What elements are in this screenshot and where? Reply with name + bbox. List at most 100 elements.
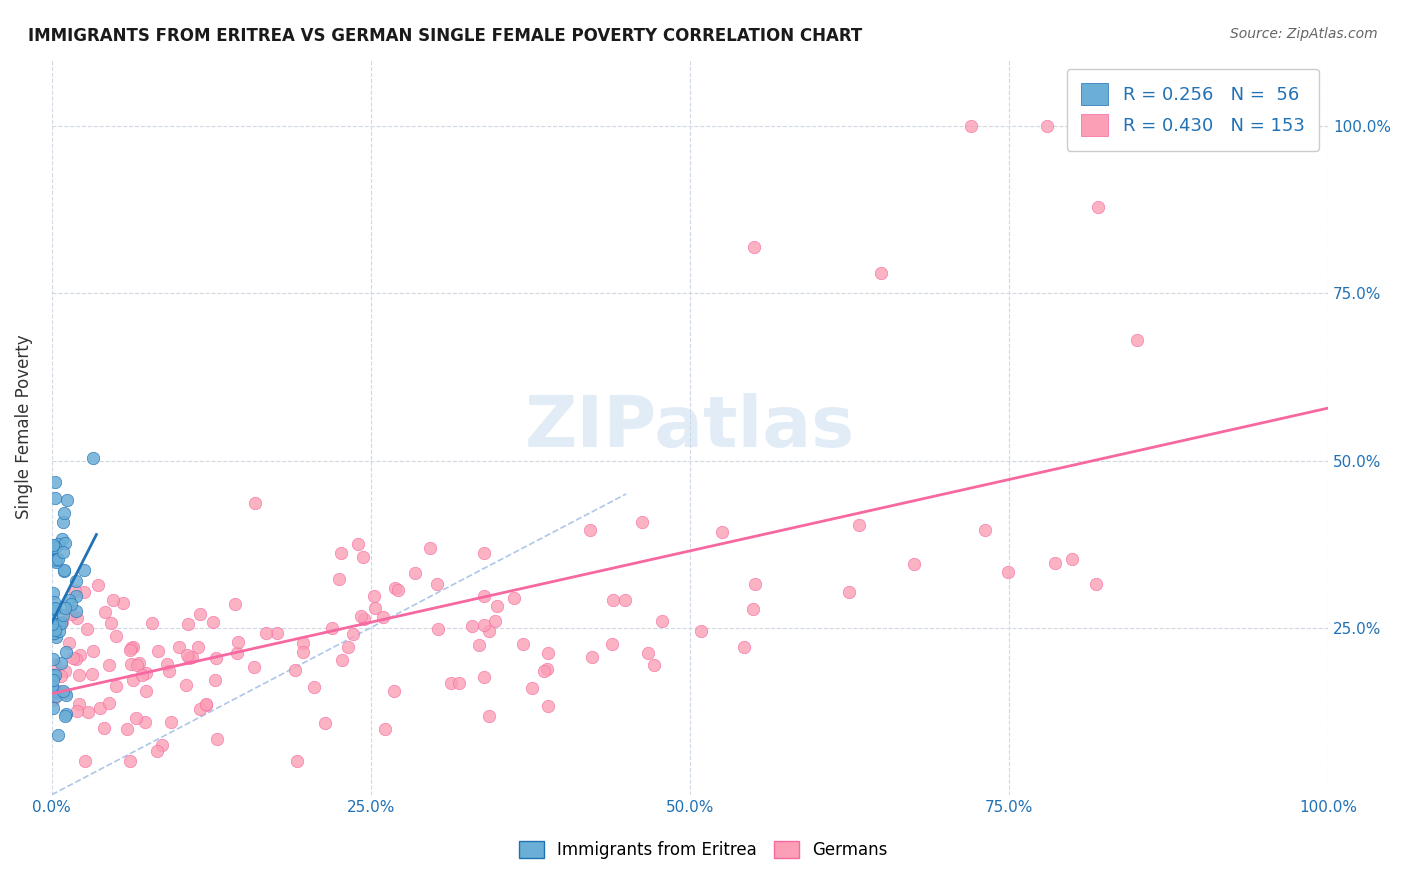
Point xyxy=(41,652,63,666)
Point xyxy=(48,537,70,551)
Point xyxy=(1043,556,1066,570)
Point xyxy=(146,643,169,657)
Point xyxy=(363,589,385,603)
Point xyxy=(382,683,405,698)
Point xyxy=(266,626,288,640)
Point xyxy=(52,607,75,622)
Point xyxy=(53,535,76,549)
Point xyxy=(419,541,441,555)
Point xyxy=(903,558,925,572)
Point xyxy=(101,593,124,607)
Point xyxy=(741,602,763,616)
Point xyxy=(42,673,65,688)
Point xyxy=(53,563,76,577)
Point xyxy=(371,610,394,624)
Point xyxy=(87,578,110,592)
Point xyxy=(870,267,893,281)
Point xyxy=(55,493,77,508)
Point xyxy=(468,639,491,653)
Point xyxy=(41,616,63,631)
Point xyxy=(314,716,336,731)
Point xyxy=(104,679,127,693)
Point xyxy=(177,617,200,632)
Point xyxy=(180,650,202,665)
Point xyxy=(651,614,673,628)
Point xyxy=(613,592,636,607)
Point xyxy=(82,644,104,658)
Point xyxy=(45,616,67,631)
Point xyxy=(478,624,501,638)
Point xyxy=(41,701,63,715)
Point xyxy=(73,585,96,599)
Point xyxy=(353,611,375,625)
Point xyxy=(1084,577,1107,591)
Point xyxy=(66,704,89,718)
Point xyxy=(643,658,665,673)
Point xyxy=(141,616,163,631)
Point xyxy=(62,651,84,665)
Point xyxy=(51,615,73,629)
Point xyxy=(478,708,501,723)
Legend: R = 0.256   N =  56, R = 0.430   N = 153: R = 0.256 N = 56, R = 0.430 N = 153 xyxy=(1067,69,1319,151)
Point xyxy=(76,622,98,636)
Point xyxy=(122,640,145,654)
Point xyxy=(384,581,406,595)
Point xyxy=(42,627,65,641)
Point xyxy=(94,605,117,619)
Point xyxy=(42,613,65,627)
Point xyxy=(600,638,623,652)
Point xyxy=(44,540,66,554)
Point xyxy=(187,640,209,655)
Point xyxy=(118,754,141,768)
Point xyxy=(711,525,734,540)
Point xyxy=(176,648,198,663)
Point xyxy=(58,593,80,607)
Point xyxy=(125,711,148,725)
Legend: Immigrants from Eritrea, Germans: Immigrants from Eritrea, Germans xyxy=(512,834,894,866)
Point xyxy=(44,657,66,672)
Point xyxy=(52,515,75,529)
Point xyxy=(55,706,77,721)
Point xyxy=(204,673,226,687)
Point xyxy=(404,566,426,581)
Point xyxy=(48,617,70,632)
Point xyxy=(1125,333,1147,347)
Point xyxy=(472,618,495,632)
Point xyxy=(65,604,87,618)
Point xyxy=(474,670,496,684)
Point xyxy=(93,722,115,736)
Point xyxy=(41,542,63,557)
Point xyxy=(503,591,526,606)
Point xyxy=(188,702,211,716)
Point xyxy=(195,698,218,712)
Point xyxy=(44,668,66,682)
Point xyxy=(302,680,325,694)
Point xyxy=(46,551,69,566)
Point xyxy=(53,686,76,700)
Text: Source: ZipAtlas.com: Source: ZipAtlas.com xyxy=(1230,27,1378,41)
Point xyxy=(44,623,66,637)
Point xyxy=(51,532,73,546)
Point xyxy=(291,636,314,650)
Point xyxy=(630,515,652,529)
Point xyxy=(82,451,104,466)
Point xyxy=(115,722,138,736)
Point xyxy=(177,651,200,665)
Point xyxy=(292,644,315,658)
Point xyxy=(346,537,368,551)
Point xyxy=(65,652,87,666)
Point xyxy=(254,625,277,640)
Point xyxy=(321,621,343,635)
Point xyxy=(364,601,387,615)
Point xyxy=(449,676,471,690)
Point xyxy=(242,660,264,674)
Point xyxy=(287,754,309,768)
Point xyxy=(53,600,76,615)
Point xyxy=(387,582,409,597)
Point xyxy=(45,555,67,569)
Point xyxy=(41,668,63,682)
Point xyxy=(637,646,659,660)
Point xyxy=(150,739,173,753)
Point xyxy=(176,678,198,692)
Point xyxy=(53,564,76,578)
